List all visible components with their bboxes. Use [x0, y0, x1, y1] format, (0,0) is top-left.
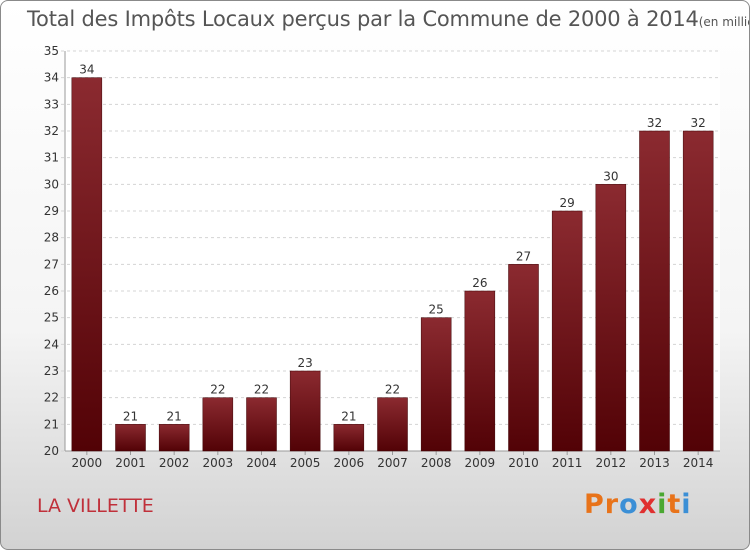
- bar: [202, 397, 234, 452]
- bar: [464, 290, 496, 452]
- x-tick-label: 2006: [334, 456, 365, 470]
- x-tick-label: 2007: [377, 456, 408, 470]
- bar: [377, 397, 408, 452]
- logo-letter: t: [667, 489, 682, 520]
- x-tick-label: 2013: [639, 456, 670, 470]
- y-tick-label: 34: [44, 71, 59, 85]
- logo-letter: i: [657, 489, 668, 520]
- bar: [71, 77, 103, 452]
- bar: [158, 424, 190, 452]
- logo-letter: r: [604, 489, 620, 520]
- x-tick-label: 2012: [596, 456, 627, 470]
- y-tick-label: 27: [44, 257, 59, 271]
- bar-value-label: 29: [560, 196, 575, 210]
- x-tick-label: 2003: [203, 456, 234, 470]
- x-tick-label: 2011: [552, 456, 583, 470]
- bar-value-label: 22: [385, 383, 400, 397]
- bar: [682, 130, 714, 452]
- chart-title: Total des Impôts Locaux perçus par la Co…: [27, 7, 699, 31]
- bar: [246, 397, 277, 452]
- logo-letter: o: [619, 489, 639, 520]
- bar-value-label: 22: [254, 383, 269, 397]
- y-tick-label: 31: [44, 151, 59, 165]
- logo-letter: i: [681, 489, 692, 520]
- x-tick-label: 2002: [159, 456, 190, 470]
- x-tick-label: 2009: [465, 456, 496, 470]
- bar: [289, 370, 321, 452]
- chart-subtitle: (en milliers d'€): [698, 15, 749, 29]
- bar-value-label: 22: [210, 383, 225, 397]
- bar-value-label: 30: [603, 169, 618, 183]
- y-tick-label: 23: [44, 364, 59, 378]
- bar-value-label: 26: [472, 276, 487, 290]
- x-tick-label: 2014: [683, 456, 714, 470]
- x-tick-label: 2004: [246, 456, 277, 470]
- bar: [551, 210, 583, 452]
- bar-value-label: 34: [79, 63, 94, 77]
- bar: [639, 130, 670, 452]
- proxiti-logo: Proxiti: [584, 489, 692, 520]
- bar-value-label: 32: [647, 116, 662, 130]
- bar: [595, 184, 627, 452]
- y-tick-label: 20: [44, 444, 59, 458]
- y-tick-label: 30: [44, 177, 59, 191]
- x-tick-label: 2005: [290, 456, 321, 470]
- logo-letter: P: [584, 489, 605, 520]
- y-tick-label: 32: [44, 124, 59, 138]
- bar-value-label: 23: [298, 356, 313, 370]
- bar-value-label: 27: [516, 249, 531, 263]
- commune-name: LA VILLETTE: [37, 495, 154, 517]
- x-tick-label: 2001: [115, 456, 146, 470]
- y-tick-label: 33: [44, 97, 59, 111]
- bar-value-label: 21: [167, 409, 182, 423]
- bar-value-label: 32: [691, 116, 706, 130]
- y-tick-label: 28: [44, 231, 59, 245]
- bar: [333, 424, 365, 452]
- x-tick-label: 2010: [508, 456, 539, 470]
- y-tick-label: 29: [44, 204, 59, 218]
- bar-value-label: 21: [341, 409, 356, 423]
- x-tick-label: 2008: [421, 456, 452, 470]
- y-tick-label: 26: [44, 284, 59, 298]
- y-tick-label: 35: [44, 44, 59, 58]
- bar-value-label: 21: [123, 409, 138, 423]
- bar-value-label: 25: [429, 303, 444, 317]
- bar: [508, 264, 539, 452]
- title-area: Total des Impôts Locaux perçus par la Co…: [27, 7, 749, 31]
- logo-letter: x: [638, 489, 658, 520]
- y-tick-label: 21: [44, 417, 59, 431]
- y-tick-label: 24: [44, 337, 59, 351]
- bar: [115, 424, 146, 452]
- y-tick-label: 22: [44, 391, 59, 405]
- bar: [420, 317, 452, 452]
- x-tick-label: 2000: [72, 456, 103, 470]
- y-tick-label: 25: [44, 311, 59, 325]
